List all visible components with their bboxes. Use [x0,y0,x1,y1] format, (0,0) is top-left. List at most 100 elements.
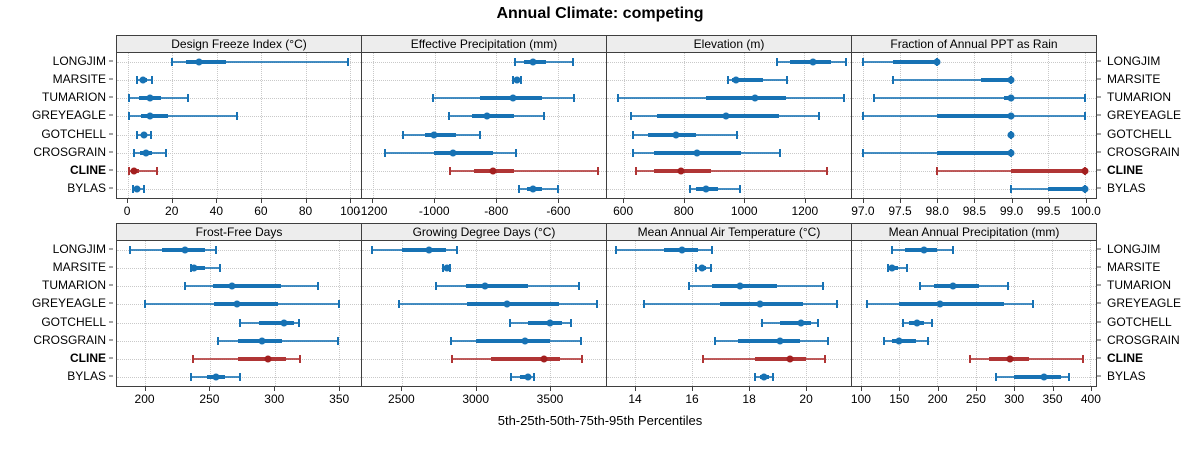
median-dot-tumarion [736,282,744,290]
y-tick [1097,339,1101,341]
range-25-75-crosgrain [475,338,550,343]
x-axis-mean-annual-precipitation-mm: 100 150 200 250 300 350 400 [851,387,1101,409]
x-tick-label: 1000 [730,204,758,218]
whisker-cap [617,94,620,103]
range-5-95-tumarion [874,97,1085,100]
median-dot-greyeagle [756,300,764,308]
x-tick [1014,387,1016,391]
y-tick [109,248,113,250]
whisker-cap [890,246,893,255]
gridline-horizontal [362,268,606,270]
gridline-vertical [372,53,374,198]
range-25-75-longjim [892,60,938,65]
site-label-gotchell: GOTCHELL [1107,314,1172,329]
median-dot-gotchell [797,319,805,327]
x-tick [623,199,625,203]
x-tick [558,199,560,203]
x-tick-label: 98.5 [962,204,987,218]
panel-strip-elevation-m: Elevation (m) [607,36,851,53]
gridline-vertical [861,241,863,386]
whisker-cap [596,166,599,175]
y-tick [109,60,113,62]
whisker-cap [727,76,730,85]
y-tick [1097,266,1101,268]
x-tick [1011,199,1013,203]
whisker-cap [862,58,865,67]
whisker-cap [131,184,134,193]
y-tick [1097,133,1101,135]
whisker-cap [688,282,691,291]
site-label-crosgrain: CROSGRAIN [33,144,106,159]
median-dot-crosgrain [895,337,903,345]
x-tick [496,199,498,203]
whisker-cap [184,282,187,291]
median-dot-bylas [529,185,537,193]
whisker-cap [298,318,301,327]
median-dot-marsite [698,264,706,272]
gridline-horizontal [607,250,851,252]
median-dot-gotchell [913,319,921,327]
range-5-95-cline [129,169,157,172]
x-tick-label: 40 [209,204,224,218]
x-tick [683,199,685,203]
gridline-vertical [635,241,637,386]
whisker-cap [827,336,830,345]
range-25-75-cline [754,356,806,361]
site-label-greyeagle: GREYEAGLE [1107,108,1182,123]
median-dot-crosgrain [776,337,784,345]
site-label-bylas: BYLAS [67,180,106,195]
range-25-75-marsite [191,266,205,271]
site-labels-left: LONGJIM MARSITE TUMARION GREYEAGLE GOTCHELL C… [0,240,113,385]
whisker-cap [338,300,341,309]
site-label-marsite: MARSITE [52,72,106,87]
median-dot-cline [1081,167,1089,175]
panel-strip-mean-annual-air-temperature-c: Mean Annual Air Temperature (°C) [607,224,851,241]
site-label-crosgrain: CROSGRAIN [33,332,106,347]
y-tick [109,187,113,189]
whisker-cap [455,246,458,255]
whisker-cap [753,372,756,381]
gridline-vertical [434,53,436,198]
gridline-vertical [744,53,746,198]
whisker-cap [142,184,145,193]
site-label-longjim: LONGJIM [1107,242,1161,257]
gridline-horizontal [362,250,606,252]
whisker-cap [873,94,876,103]
x-tick [274,387,276,391]
panel-design-freeze-index-c: Design Freeze Index (°C) [116,35,362,199]
median-dot-crosgrain [258,337,266,345]
x-tick-label: 80 [298,204,313,218]
y-tick [109,266,113,268]
range-25-75-gotchell [259,320,294,325]
median-dot-tumarion [949,282,957,290]
x-tick-label: 800 [673,204,694,218]
whisker-cap [709,264,712,273]
x-tick-label: 250 [965,392,986,406]
median-dot-gotchell [1007,131,1015,139]
x-axis-frost-free-days: 200 250 300 350 [116,387,361,409]
gridline-vertical [339,241,341,386]
x-axis-design-freeze-index-c: 0 20 40 60 80 100 [116,199,361,221]
whisker-cap [866,300,869,309]
x-tick-label: 400 [1080,392,1101,406]
whisker-cap [821,282,824,291]
median-dot-crosgrain [521,337,529,345]
y-tick [109,357,113,359]
whisker-cap [449,336,452,345]
median-dot-crosgrain [693,149,701,157]
whisker-cap [927,336,930,345]
median-dot-cline [540,355,548,363]
x-tick [475,387,477,391]
whisker-cap [432,94,435,103]
gridline-horizontal [362,376,606,378]
whisker-cap [1083,94,1086,103]
gridline-vertical [937,241,939,386]
median-dot-marsite [513,76,521,84]
x-tick [804,199,806,203]
site-label-tumarion: TUMARION [42,90,106,105]
x-axis-elevation-m: 600 800 1000 1200 [607,199,852,221]
gridline-horizontal [362,80,606,82]
x-tick-label: 18 [742,392,756,406]
whisker-cap [317,282,320,291]
site-label-cline: CLINE [1107,350,1143,365]
